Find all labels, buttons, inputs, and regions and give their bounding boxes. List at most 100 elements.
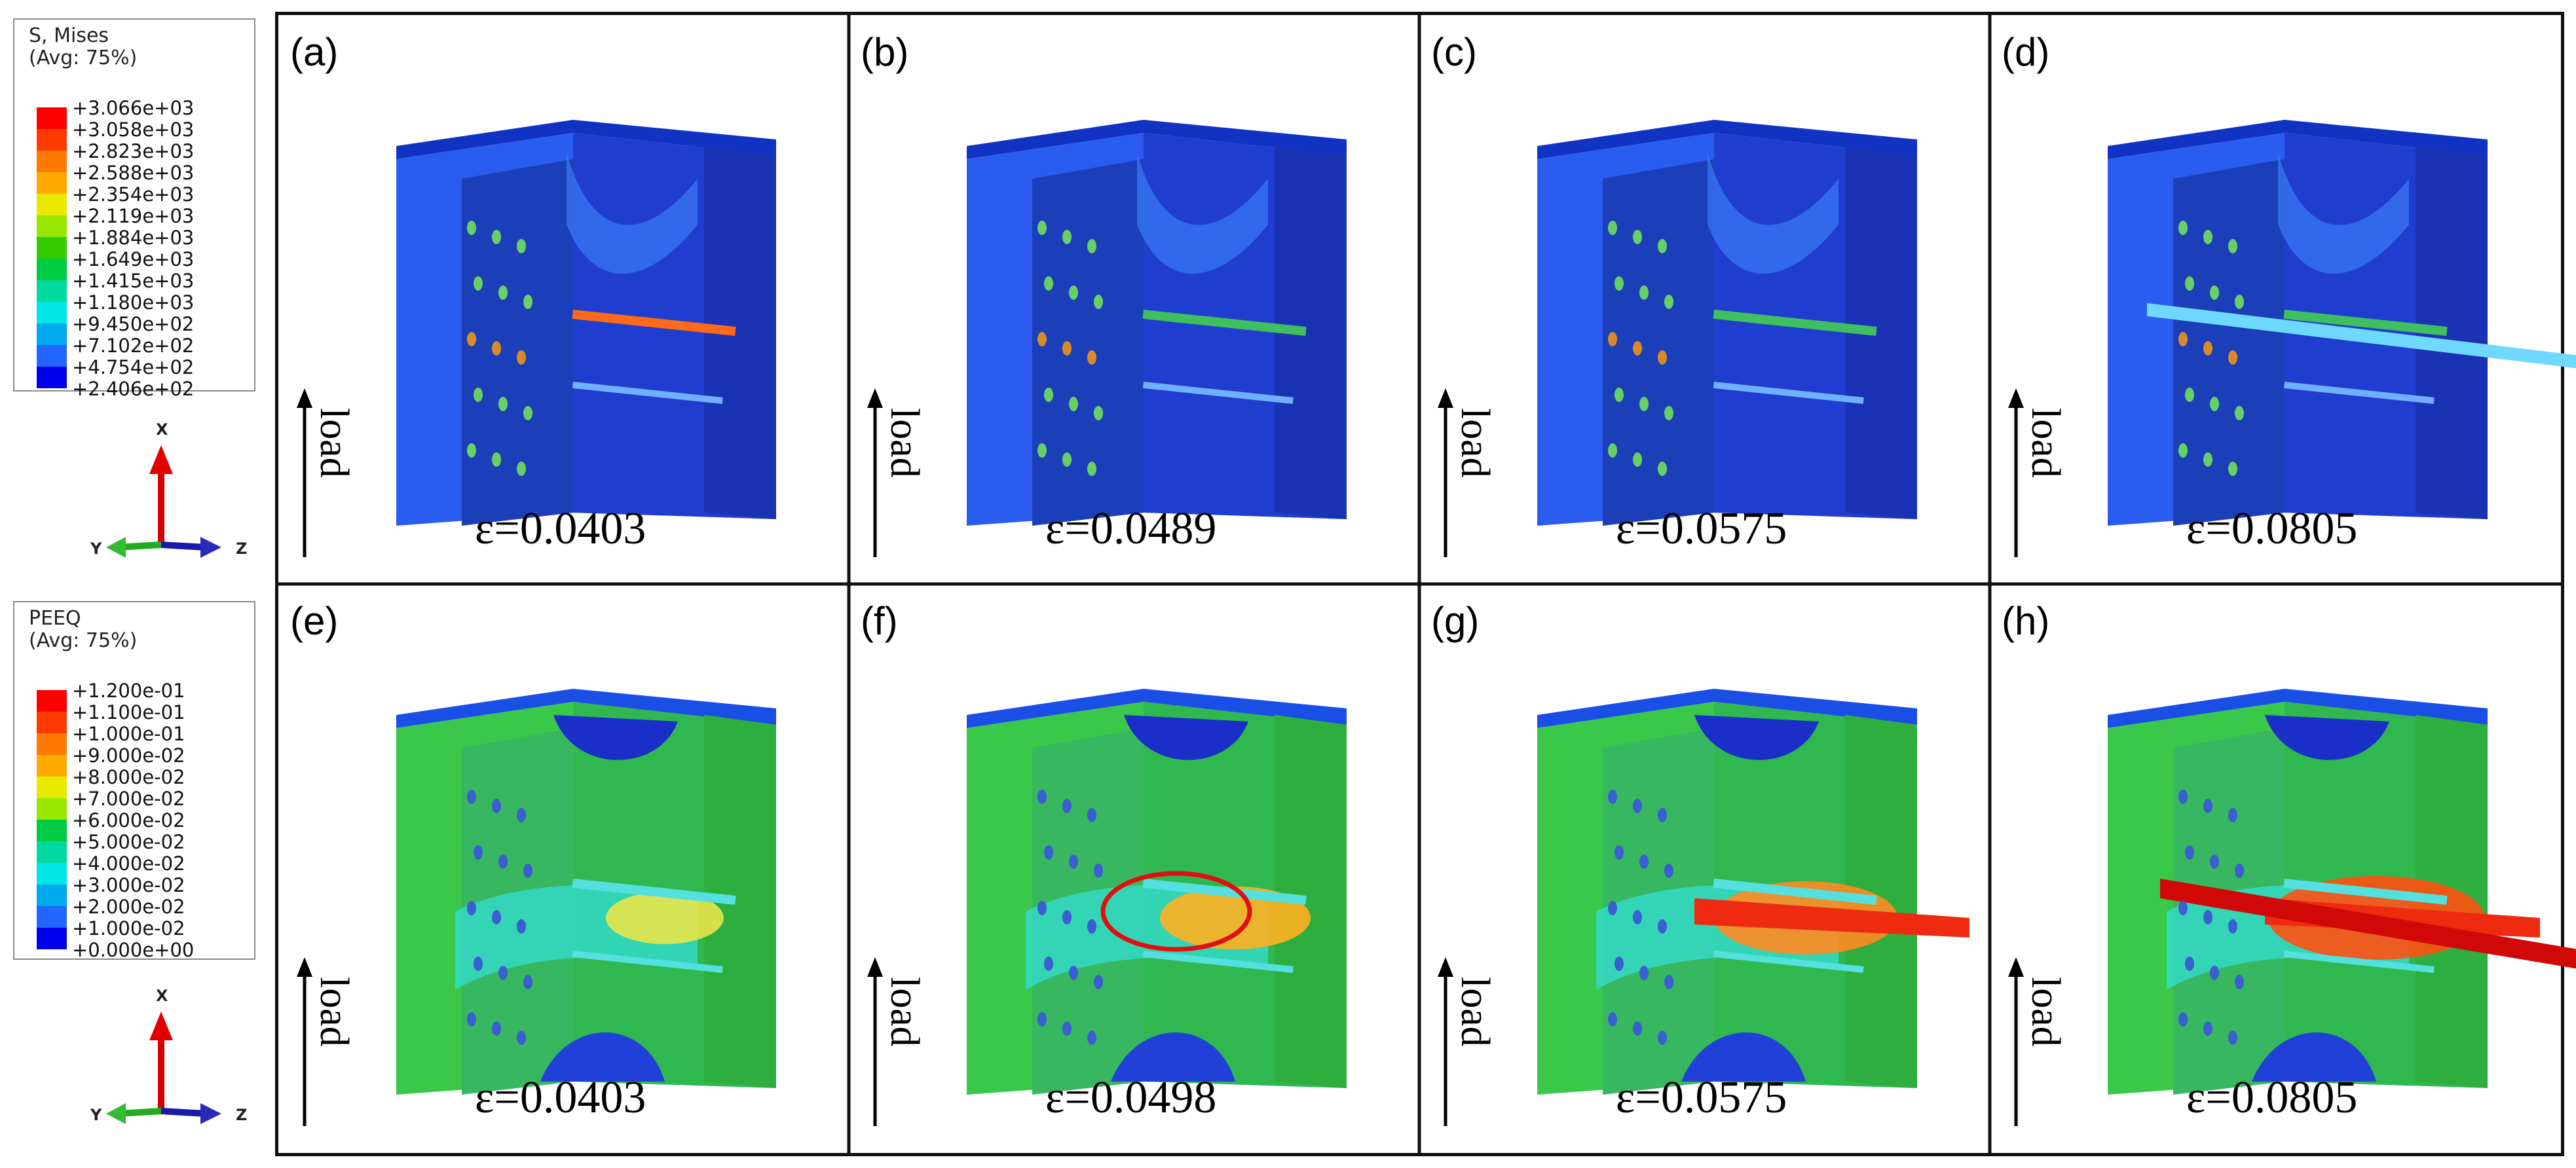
bolt-hole <box>2178 221 2188 235</box>
grid-lines <box>278 15 2561 1153</box>
legend-swatch <box>37 215 67 237</box>
bolt-hole <box>2235 975 2244 989</box>
legend-value: +8.000e-02 <box>72 766 185 788</box>
bolt-hole <box>517 1031 526 1045</box>
bolt-hole <box>517 350 526 365</box>
bolt-hole <box>2203 230 2212 244</box>
bolt-hole <box>1062 341 1072 356</box>
bolt-hole <box>1087 919 1096 934</box>
box-top-face <box>396 689 776 728</box>
legend-value: +2.000e-02 <box>72 896 185 918</box>
legend-value: +1.415e+03 <box>72 270 195 292</box>
bolt-hole <box>1044 276 1053 291</box>
bolt-hole <box>517 808 526 822</box>
panel-letter: (b) <box>861 30 909 74</box>
legend-swatch <box>37 151 67 172</box>
legend-value: +9.450e+02 <box>72 313 195 335</box>
bolt-hole <box>492 230 501 244</box>
light-region <box>2278 153 2409 274</box>
legend-value: +2.823e+03 <box>72 140 195 162</box>
bolt-hole <box>2203 799 2212 813</box>
legend-swatch <box>37 712 67 733</box>
bolt-hole <box>2228 350 2237 365</box>
bolt-hole <box>2210 285 2219 300</box>
legend-swatch <box>37 755 67 776</box>
strain-label: ε=0.0489 <box>1045 503 1217 554</box>
light-region <box>1137 153 1268 274</box>
bolt-hole <box>517 239 526 253</box>
bolt-hole <box>1608 443 1617 458</box>
panel-grid: (a) load ε=0.0403 (b) load ε=0.0489 (c) load… <box>275 12 2576 1156</box>
bolt-hole <box>492 452 501 467</box>
legend-swatch <box>37 367 67 388</box>
bolt-hole <box>498 285 508 300</box>
fe-model <box>927 94 1451 555</box>
axis-triad-bottom: X Y Z <box>90 985 262 1136</box>
bolt-hole <box>1664 864 1673 878</box>
bolt-hole <box>467 901 476 915</box>
plastic-zone <box>606 892 724 944</box>
load-arrow <box>2003 388 2029 562</box>
bolt-hole <box>1608 901 1617 915</box>
bolt-hole <box>523 864 532 878</box>
box-top-face <box>1537 689 1917 728</box>
slot-upper <box>1713 310 1877 337</box>
load-arrow <box>291 388 318 562</box>
legend-swatch <box>37 798 67 820</box>
bolt-hole <box>1087 239 1096 253</box>
panel-letter: (g) <box>1431 599 1480 643</box>
slot-upper <box>2283 879 2448 905</box>
legend-swatch <box>37 237 67 259</box>
bolt-hole <box>474 388 483 402</box>
legend-swatch <box>37 928 67 949</box>
legend-swatch <box>37 776 67 798</box>
bolt-hole <box>1633 230 1642 244</box>
panel-letter: (d) <box>2002 30 2050 74</box>
bolt-hole <box>1658 350 1667 365</box>
plastic-zone <box>1160 886 1311 949</box>
peeq-legend-subtitle: (Avg: 75%) <box>29 629 138 652</box>
bolt-hole <box>523 975 532 989</box>
bolt-hole <box>2235 864 2244 878</box>
legend-value: +9.000e-02 <box>72 744 185 767</box>
light-region <box>1708 153 1839 274</box>
bolt-hole <box>492 910 501 924</box>
bolt-hole <box>1044 957 1053 971</box>
axis-x-label: X <box>156 420 168 439</box>
bolt-hole <box>474 276 483 291</box>
load-label: load <box>882 408 927 478</box>
bolt-hole <box>1608 332 1617 346</box>
light-region <box>567 153 698 274</box>
bolt-hole <box>2235 295 2244 309</box>
bolt-hole <box>1062 452 1072 467</box>
bolt-hole <box>2228 919 2237 934</box>
slot-upper <box>2283 310 2448 337</box>
bolt-hole <box>1069 854 1078 869</box>
legend-swatch <box>37 906 67 928</box>
legend-value: +1.000e-02 <box>72 917 185 940</box>
bolt-hole <box>1639 397 1649 411</box>
fe-model <box>1498 663 2022 1124</box>
slot-lower <box>2283 382 2435 404</box>
bolt-hole <box>2185 388 2194 402</box>
bolt-hole <box>1639 285 1649 300</box>
box-top-face <box>967 120 1347 159</box>
bolt-hole <box>474 957 483 971</box>
strain-label: ε=0.0575 <box>1616 503 1787 554</box>
axis-z-label: Z <box>236 539 248 558</box>
damage-band <box>1694 898 1969 938</box>
bolt-hole <box>2228 808 2237 822</box>
slot-lower <box>2283 951 2435 973</box>
fe-model <box>2068 94 2576 555</box>
bolt-hole <box>2203 452 2212 467</box>
bolt-hole <box>2185 845 2194 860</box>
fe-model <box>357 94 881 555</box>
bolt-hole <box>1664 295 1673 309</box>
bottom-dark-region <box>2252 1032 2376 1082</box>
bolt-hole <box>1633 452 1642 467</box>
fe-model <box>927 663 1451 1124</box>
legend-value: +7.000e-02 <box>72 788 185 810</box>
bolt-hole <box>1062 1021 1072 1036</box>
bolt-hole <box>1037 443 1047 458</box>
bolt-hole <box>467 1012 476 1027</box>
